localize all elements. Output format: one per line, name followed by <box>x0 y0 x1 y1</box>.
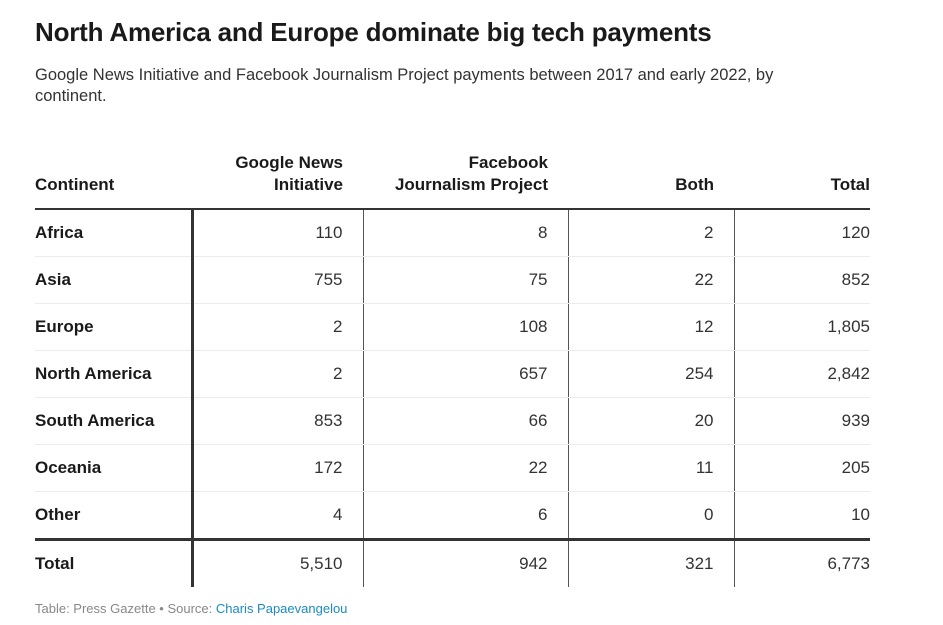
total-cell: 10 <box>851 505 870 524</box>
grand-total-cell: 6,773 <box>734 538 870 587</box>
facebook-journalism-cell: 22 <box>363 444 569 492</box>
column-header-total[interactable]: Total <box>734 139 870 210</box>
facebook-journalism-cell: 66 <box>363 397 569 445</box>
table-footer: Table: Press Gazette • Source: Charis Pa… <box>35 601 347 616</box>
continent-cell: Asia <box>35 256 194 304</box>
total-cell: 2,842 <box>734 350 870 398</box>
google-news-cell: 755 <box>192 256 364 304</box>
footer-separator: • <box>155 601 168 616</box>
both-cell: 2 <box>568 209 735 257</box>
total-cell: 1,805 <box>734 303 870 351</box>
table-row: South America 853 66 20 939 <box>35 397 870 445</box>
both-cell: 0 <box>568 491 735 540</box>
both-cell: 11 <box>568 444 735 492</box>
source-label: Source: <box>167 601 216 616</box>
table-row: Asia 755 75 22 852 <box>35 256 870 304</box>
page-subtitle: Google News Initiative and Facebook Jour… <box>35 66 774 105</box>
total-facebook-journalism-cell: 942 <box>363 538 569 587</box>
google-news-cell: 2 <box>192 350 364 398</box>
total-cell: 852 <box>734 256 870 304</box>
continent-cell: Other <box>35 491 194 540</box>
table-row: Africa 110 8 2 120 <box>35 209 870 257</box>
total-google-news-cell: 5,510 <box>192 538 364 587</box>
total-row-label: Total <box>35 538 194 587</box>
continent-cell: South America <box>35 397 194 445</box>
google-news-cell: 853 <box>192 397 364 445</box>
both-cell: 12 <box>568 303 735 351</box>
google-news-cell: 4 <box>192 491 364 540</box>
facebook-journalism-cell: 108 <box>363 303 569 351</box>
column-header-facebook-journalism-project[interactable]: Facebook Journalism Project <box>363 139 568 210</box>
table-row: North America 2 657 254 2,842 <box>35 350 870 398</box>
column-header-both[interactable]: Both <box>568 139 734 210</box>
continent-cell: Africa <box>35 209 194 257</box>
table-row: Oceania 172 22 11 205 <box>35 444 870 492</box>
total-cell: 205 <box>734 444 870 492</box>
continent-cell: Europe <box>35 303 194 351</box>
total-cell: 120 <box>734 209 870 257</box>
both-cell: 22 <box>568 256 735 304</box>
total-both-cell: 321 <box>568 538 735 587</box>
table-header-row: Continent Google News Initiative Faceboo… <box>35 139 870 210</box>
google-news-cell: 2 <box>192 303 364 351</box>
continent-cell: Oceania <box>35 444 194 492</box>
total-row: Total 5,510 942 321 6,773 <box>35 538 870 587</box>
page-title: North America and Europe dominate big te… <box>35 17 712 47</box>
table-credit: Table: Press Gazette <box>35 601 156 616</box>
facebook-journalism-cell: 657 <box>363 350 569 398</box>
table-row: Europe 2 108 12 1,805 <box>35 303 870 351</box>
google-news-cell: 110 <box>192 209 364 257</box>
payments-table: Continent Google News Initiative Faceboo… <box>35 139 870 587</box>
continent-cell: North America <box>35 350 194 398</box>
both-cell: 20 <box>568 397 735 445</box>
source-link[interactable]: Charis Papaevangelou <box>215 601 348 616</box>
column-header-continent[interactable]: Continent <box>35 139 192 210</box>
facebook-journalism-cell: 8 <box>363 209 569 257</box>
total-cell: 939 <box>734 397 870 445</box>
both-cell: 254 <box>568 350 735 398</box>
table-row: Other 4 6 0 10 <box>35 491 870 540</box>
column-header-google-news-initiative[interactable]: Google News Initiative <box>192 139 363 210</box>
facebook-journalism-cell: 75 <box>363 256 569 304</box>
facebook-journalism-cell: 6 <box>363 491 569 540</box>
google-news-cell: 172 <box>192 444 364 492</box>
